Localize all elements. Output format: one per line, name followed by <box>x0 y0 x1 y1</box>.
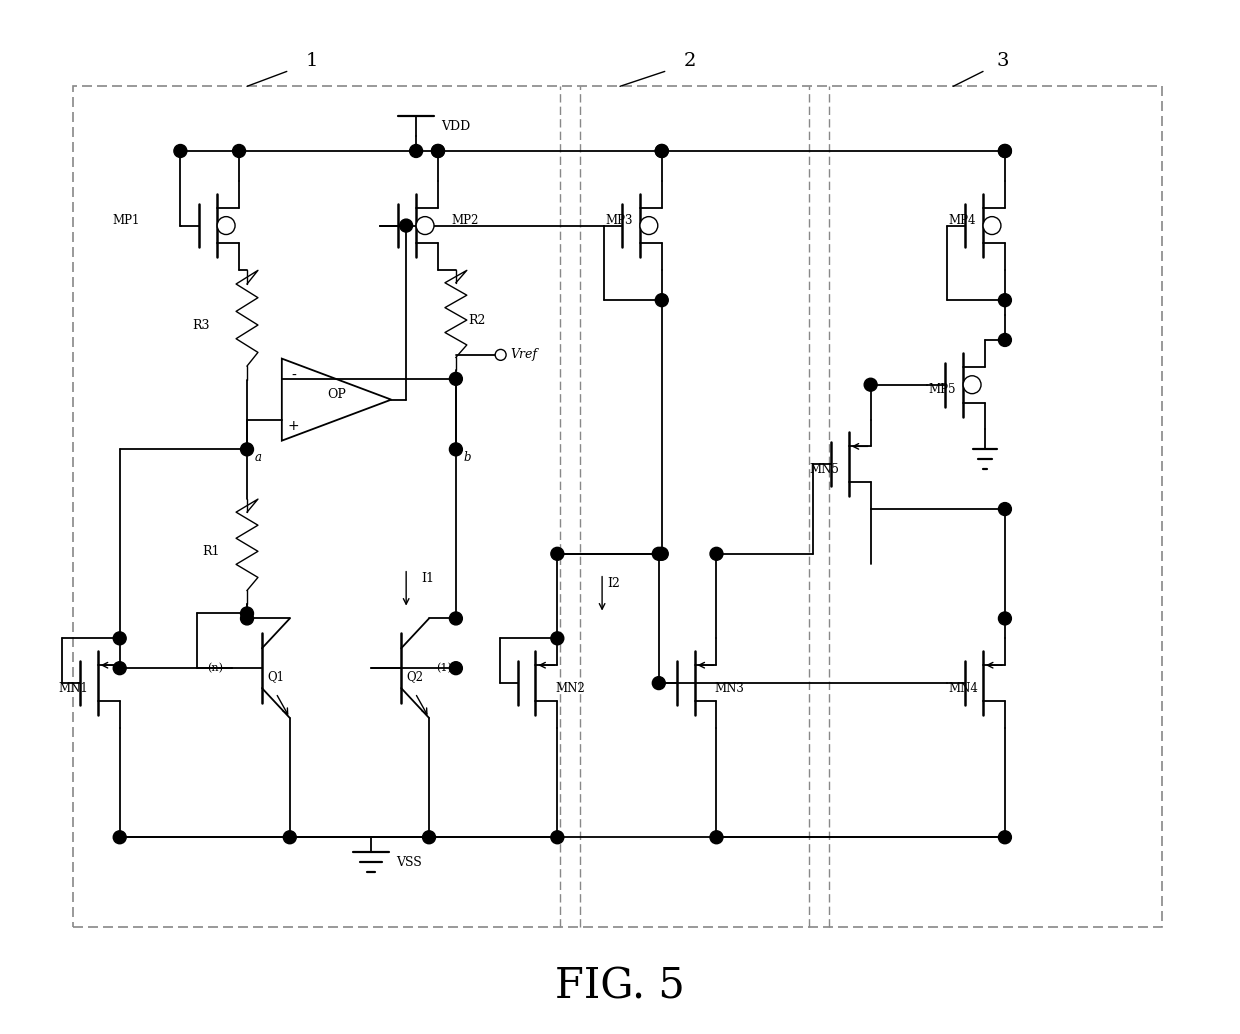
Text: I2: I2 <box>608 577 620 590</box>
Text: MP4: MP4 <box>949 214 976 227</box>
Circle shape <box>399 219 413 232</box>
Text: MP3: MP3 <box>605 214 632 227</box>
Text: MP1: MP1 <box>113 214 140 227</box>
Text: MP2: MP2 <box>451 214 479 227</box>
Circle shape <box>417 216 434 235</box>
Circle shape <box>655 145 668 157</box>
Circle shape <box>983 216 1001 235</box>
Text: MN4: MN4 <box>949 681 978 695</box>
Circle shape <box>233 145 246 157</box>
Circle shape <box>551 830 564 844</box>
Circle shape <box>409 145 423 157</box>
Text: -: - <box>291 369 296 383</box>
Text: (1): (1) <box>436 663 451 673</box>
Text: R1: R1 <box>202 545 219 557</box>
Circle shape <box>423 830 435 844</box>
Circle shape <box>449 372 463 386</box>
Text: a: a <box>255 451 262 464</box>
Text: MN2: MN2 <box>556 681 585 695</box>
Circle shape <box>241 612 253 625</box>
Text: R2: R2 <box>467 313 485 327</box>
Text: MN5: MN5 <box>808 463 838 476</box>
Bar <box>73 86 1162 926</box>
Circle shape <box>998 503 1012 516</box>
Text: (n): (n) <box>207 663 223 673</box>
Circle shape <box>998 145 1012 157</box>
Circle shape <box>432 145 444 157</box>
Text: 2: 2 <box>683 53 696 70</box>
Circle shape <box>551 547 564 560</box>
Circle shape <box>711 547 723 560</box>
Circle shape <box>998 294 1012 307</box>
Circle shape <box>241 607 253 620</box>
Circle shape <box>217 216 236 235</box>
Circle shape <box>432 145 444 157</box>
Circle shape <box>449 443 463 456</box>
Circle shape <box>241 443 253 456</box>
Text: MN3: MN3 <box>714 681 744 695</box>
Circle shape <box>998 612 1012 625</box>
Circle shape <box>113 830 126 844</box>
Circle shape <box>998 334 1012 346</box>
Circle shape <box>449 662 463 674</box>
Circle shape <box>113 632 126 645</box>
Circle shape <box>963 375 981 394</box>
Text: 3: 3 <box>997 53 1009 70</box>
Circle shape <box>640 216 657 235</box>
Circle shape <box>998 145 1012 157</box>
Circle shape <box>864 378 877 391</box>
Text: b: b <box>464 451 471 464</box>
Circle shape <box>652 676 665 690</box>
Circle shape <box>495 349 506 360</box>
Text: +: + <box>288 420 300 433</box>
Circle shape <box>655 547 668 560</box>
Circle shape <box>113 662 126 674</box>
Text: Vref: Vref <box>511 348 538 361</box>
Circle shape <box>998 830 1012 844</box>
Text: OP: OP <box>327 388 346 401</box>
Text: FIG. 5: FIG. 5 <box>556 966 684 1007</box>
Circle shape <box>652 547 665 560</box>
Text: 1: 1 <box>305 53 317 70</box>
Circle shape <box>174 145 187 157</box>
Circle shape <box>655 294 668 307</box>
Text: Q1: Q1 <box>267 670 284 682</box>
Circle shape <box>283 830 296 844</box>
Circle shape <box>655 145 668 157</box>
Text: R3: R3 <box>192 318 210 332</box>
Circle shape <box>551 632 564 645</box>
Circle shape <box>449 612 463 625</box>
Circle shape <box>711 830 723 844</box>
Text: MN1: MN1 <box>58 681 88 695</box>
Text: I1: I1 <box>422 572 434 585</box>
Text: VSS: VSS <box>397 856 422 869</box>
Text: MP5: MP5 <box>929 384 956 396</box>
Text: Q2: Q2 <box>407 670 423 682</box>
Text: VDD: VDD <box>441 120 470 132</box>
